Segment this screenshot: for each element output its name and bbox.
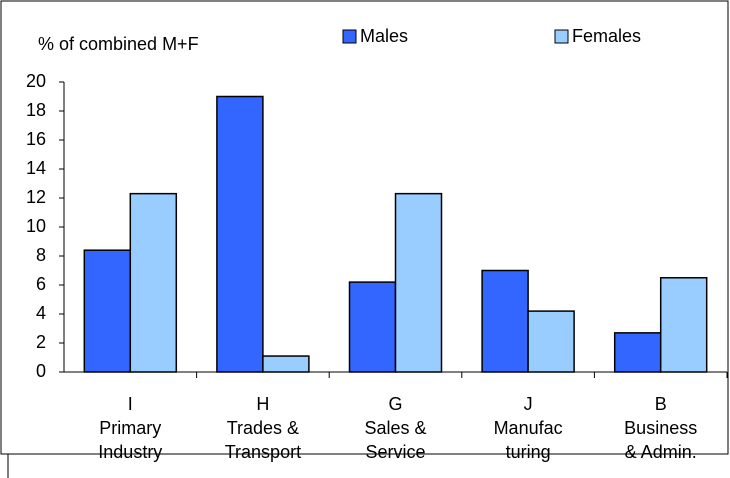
- y-tick-label: 16: [26, 129, 46, 149]
- legend-label: Males: [360, 26, 408, 46]
- bar: [216, 95, 264, 373]
- chart-title: % of combined M+F: [38, 34, 199, 54]
- y-tick-label: 2: [36, 332, 46, 352]
- bar: [262, 355, 310, 373]
- x-tick-label: Service: [365, 442, 425, 462]
- y-tick-label: 8: [36, 245, 46, 265]
- bar: [481, 269, 529, 373]
- bar: [613, 332, 662, 373]
- y-tick-label: 12: [26, 187, 46, 207]
- x-tick-label: Transport: [225, 442, 301, 462]
- bar: [394, 192, 443, 373]
- bar: [83, 249, 132, 373]
- y-tick-label: 10: [26, 216, 46, 236]
- bar: [659, 277, 708, 373]
- bar: [129, 192, 178, 373]
- legend-swatch: [554, 29, 569, 44]
- x-tick-label: Primary: [99, 418, 161, 438]
- y-tick-label: 18: [26, 100, 46, 120]
- x-tick-label: I: [128, 394, 133, 414]
- y-tick-label: 6: [36, 274, 46, 294]
- legend-swatch: [342, 29, 357, 44]
- x-tick-label: Business: [624, 418, 697, 438]
- legend-label: Females: [572, 26, 641, 46]
- bar: [527, 310, 575, 373]
- y-tick-label: 20: [26, 71, 46, 91]
- x-tick-label: & Admin.: [625, 442, 697, 462]
- x-tick-label: Sales &: [364, 418, 426, 438]
- x-tick-label: H: [256, 394, 269, 414]
- y-tick-label: 4: [36, 303, 46, 323]
- x-tick-label: Trades &: [227, 418, 299, 438]
- y-tick-label: 0: [36, 361, 46, 381]
- bar: [348, 281, 397, 373]
- x-tick-label: B: [655, 394, 667, 414]
- x-tick-label: G: [388, 394, 402, 414]
- x-tick-label: turing: [506, 442, 551, 462]
- frame: [0, 0, 729, 455]
- y-tick-label: 14: [26, 158, 46, 178]
- x-tick-label: J: [524, 394, 533, 414]
- x-tick-label: Industry: [98, 442, 162, 462]
- x-tick-label: Manufac: [494, 418, 563, 438]
